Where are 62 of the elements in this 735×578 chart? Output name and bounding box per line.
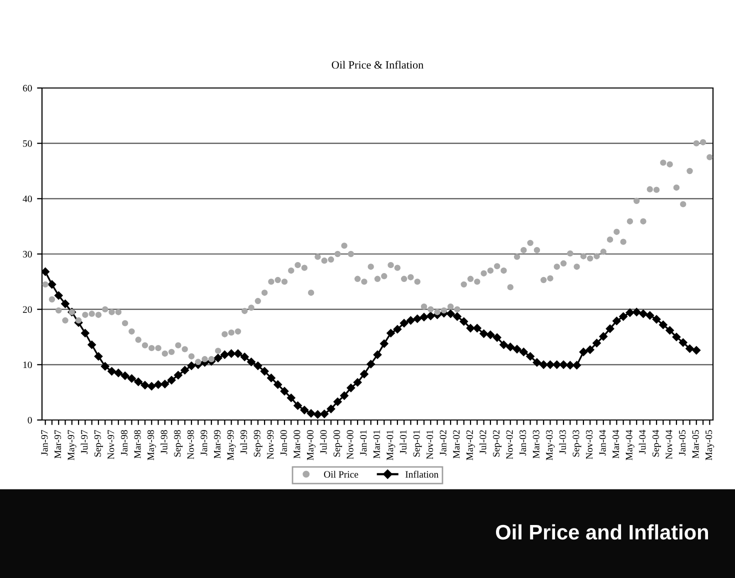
y-tick-label: 60: [22, 84, 32, 92]
legend-label: Inflation: [405, 470, 438, 478]
x-tick-label: Mar-00: [294, 430, 300, 458]
x-tick-label: Jan-98: [120, 430, 128, 456]
y-tick-label: 20: [22, 306, 32, 313]
x-tick-label: Nov-03: [586, 430, 593, 460]
x-tick-label: Jan-00: [280, 430, 287, 456]
x-tick-label: Nov-02: [506, 430, 513, 460]
x-tick-label: May-01: [386, 430, 396, 460]
x-tick-label: Nov-99: [267, 430, 274, 460]
y-tick-label: 10: [23, 362, 32, 368]
x-tick-label: Sep-03: [572, 430, 582, 457]
y-tick-label: 30: [23, 250, 32, 258]
x-tick-label: Jan-97: [41, 430, 48, 456]
x-tick-label: Jul-04: [638, 430, 646, 454]
x-tick-label: May-99: [227, 430, 236, 460]
x-tick-label: Jan-99: [200, 430, 208, 456]
x-tick-label: Jul-02: [479, 430, 486, 454]
y-tick-label: 40: [22, 196, 32, 202]
legend-label: Oil Price: [324, 470, 358, 478]
x-tick-label: May-98: [147, 430, 156, 460]
x-tick-label: Jul-03: [559, 430, 566, 454]
x-tick-label: Nov-01: [426, 430, 434, 460]
x-tick-label: Sep-00: [334, 430, 342, 457]
x-tick-label: Sep-01: [413, 430, 422, 457]
x-tick-label: May-04: [626, 430, 634, 460]
x-tick-label: Mar-98: [134, 430, 141, 458]
x-tick-label: Jul-01: [400, 430, 407, 454]
x-tick-label: May-05: [706, 430, 714, 460]
x-tick-label: Nov-98: [187, 430, 194, 460]
x-tick-label: Nov-97: [108, 430, 114, 460]
x-tick-label: Jan-04: [599, 430, 606, 456]
x-tick-label: Mar-02: [453, 430, 460, 458]
x-tick-label: May-03: [546, 430, 555, 460]
x-tick-label: Sep-97: [94, 430, 103, 457]
x-tick-label: Jul-00: [320, 430, 327, 454]
x-tick-label: Sep-98: [174, 430, 183, 457]
x-tick-label: May-97: [68, 430, 76, 460]
x-tick-label: Jul-97: [80, 430, 88, 454]
x-tick-label: Mar-04: [612, 430, 620, 458]
x-tick-label: Mar-99: [214, 430, 220, 458]
x-tick-label: Jul-99: [240, 430, 248, 454]
y-tick-label: 0: [28, 416, 32, 424]
x-tick-label: May-02: [466, 430, 475, 460]
x-tick-label: Mar-05: [692, 430, 699, 458]
x-tick-label: Sep-02: [492, 430, 502, 457]
y-tick-label: 50: [23, 140, 32, 147]
x-tick-label: Mar-97: [54, 430, 62, 458]
x-tick-label: Jan-01: [360, 430, 367, 456]
x-tick-label: Sep-99: [254, 430, 262, 457]
x-tick-label: May-00: [306, 430, 316, 460]
x-tick-label: Sep-04: [652, 430, 661, 457]
x-tick-label: Jul-98: [160, 430, 168, 454]
x-tick-label: Jan-05: [678, 430, 686, 456]
x-tick-label: Jan-02: [440, 430, 446, 456]
x-tick-label: Nov-04: [666, 430, 672, 460]
x-tick-label: Jan-03: [520, 430, 526, 456]
text: Oil Price and Inflation: [496, 524, 708, 540]
x-tick-label: Mar-03: [532, 430, 540, 458]
x-tick-label: Mar-01: [373, 430, 380, 458]
chart-title: Oil Price & Inflation: [332, 60, 424, 69]
x-tick-label: Nov-00: [346, 430, 354, 460]
